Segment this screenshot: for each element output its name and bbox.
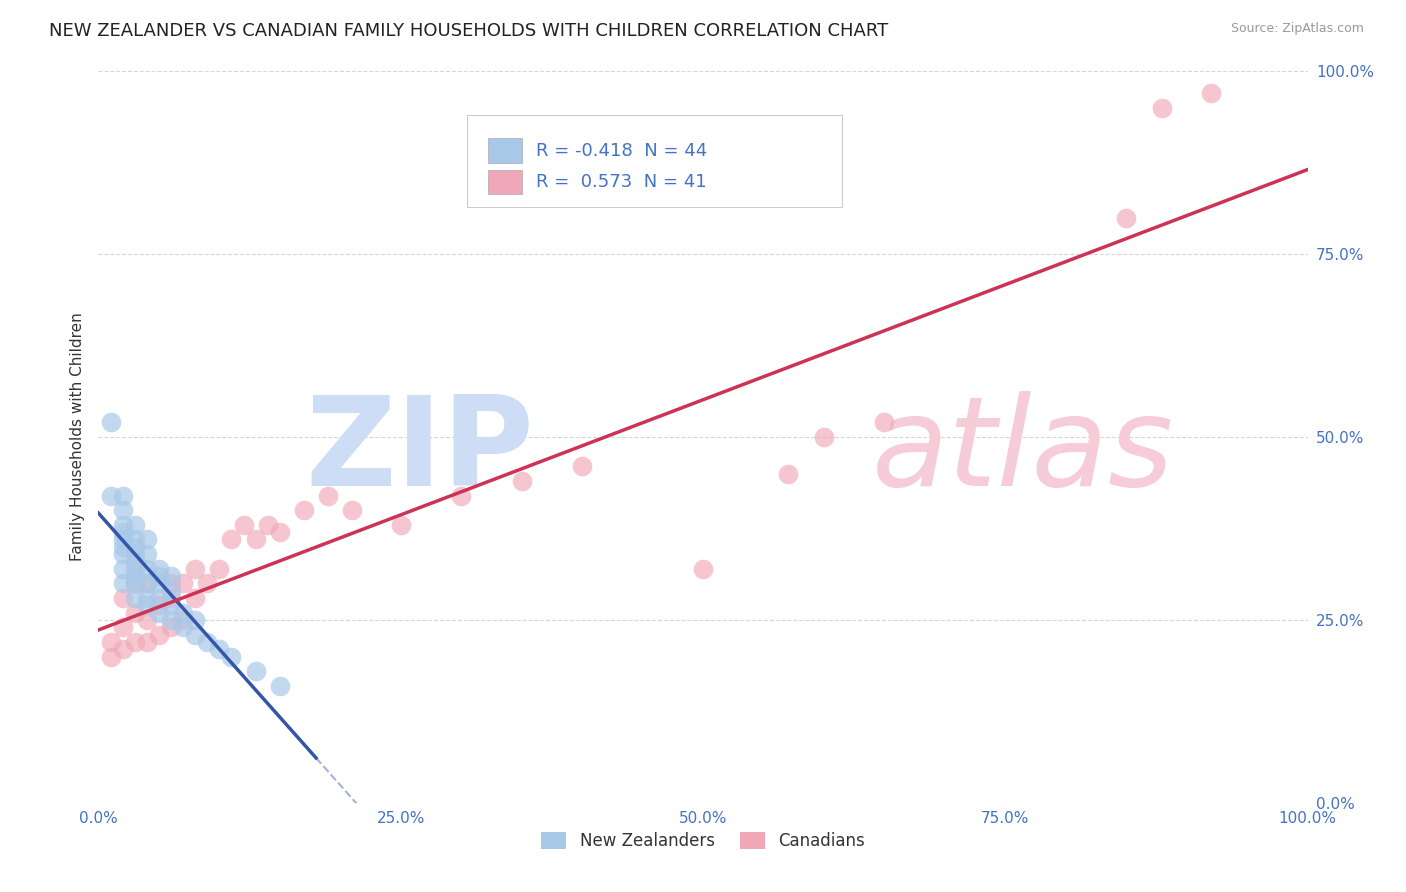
Point: [269, 679, 291, 693]
Point: [135, 599, 157, 613]
Point: [148, 591, 170, 605]
Point: [342, 503, 364, 517]
Point: [232, 517, 254, 532]
Point: [124, 554, 146, 568]
Point: [148, 562, 170, 576]
Point: [172, 606, 194, 620]
Text: R = -0.418  N = 44: R = -0.418 N = 44: [536, 142, 707, 160]
Point: [148, 569, 170, 583]
Point: [135, 547, 157, 561]
Point: [111, 576, 134, 591]
Point: [135, 562, 157, 576]
Point: [111, 540, 134, 554]
Point: [245, 664, 267, 678]
Point: [172, 620, 194, 634]
Point: [135, 533, 157, 547]
Point: [160, 613, 183, 627]
Point: [269, 525, 291, 540]
Point: [124, 540, 146, 554]
Point: [208, 642, 231, 657]
Text: NEW ZEALANDER VS CANADIAN FAMILY HOUSEHOLDS WITH CHILDREN CORRELATION CHART: NEW ZEALANDER VS CANADIAN FAMILY HOUSEHO…: [49, 22, 889, 40]
Point: [160, 583, 183, 598]
Point: [184, 613, 207, 627]
Point: [100, 416, 122, 430]
Point: [111, 562, 134, 576]
Point: [148, 606, 170, 620]
Point: [292, 503, 315, 517]
Point: [184, 591, 207, 605]
Point: [100, 489, 122, 503]
Point: [873, 416, 896, 430]
Point: [510, 474, 533, 488]
Point: [160, 599, 183, 613]
Text: atlas: atlas: [872, 392, 1174, 512]
Point: [184, 627, 207, 641]
Point: [124, 635, 146, 649]
Point: [1115, 211, 1137, 225]
Point: [1152, 101, 1174, 115]
Point: [111, 591, 134, 605]
Point: [221, 533, 243, 547]
Point: [124, 569, 146, 583]
Point: [135, 591, 157, 605]
Point: [195, 576, 218, 591]
Point: [316, 489, 339, 503]
Point: [160, 591, 183, 605]
Point: [111, 533, 134, 547]
Point: [111, 642, 134, 657]
Point: [172, 576, 194, 591]
Point: [776, 467, 799, 481]
Point: [111, 547, 134, 561]
Point: [124, 576, 146, 591]
Point: [111, 517, 134, 532]
Point: [135, 576, 157, 591]
Y-axis label: Family Households with Children: Family Households with Children: [69, 313, 84, 561]
Point: [813, 430, 835, 444]
Bar: [488, 138, 522, 163]
Point: [111, 489, 134, 503]
Point: [111, 503, 134, 517]
Point: [184, 562, 207, 576]
Point: [160, 569, 183, 583]
Point: [124, 606, 146, 620]
Text: R =  0.573  N = 41: R = 0.573 N = 41: [536, 173, 707, 191]
Point: [124, 562, 146, 576]
Point: [124, 591, 146, 605]
Point: [389, 517, 412, 532]
Point: [148, 627, 170, 641]
Legend: New Zealanders, Canadians: New Zealanders, Canadians: [534, 825, 872, 856]
Point: [160, 620, 183, 634]
Point: [100, 635, 122, 649]
Point: [221, 649, 243, 664]
FancyBboxPatch shape: [467, 115, 842, 207]
Point: [124, 517, 146, 532]
Point: [172, 613, 194, 627]
Point: [571, 459, 593, 474]
Point: [1199, 87, 1222, 101]
Text: Source: ZipAtlas.com: Source: ZipAtlas.com: [1230, 22, 1364, 36]
Point: [256, 517, 278, 532]
Point: [135, 635, 157, 649]
Bar: [488, 169, 522, 194]
Text: ZIP: ZIP: [305, 392, 534, 512]
Point: [111, 620, 134, 634]
Point: [124, 547, 146, 561]
Point: [195, 635, 218, 649]
Point: [124, 533, 146, 547]
Point: [450, 489, 472, 503]
Point: [148, 576, 170, 591]
Point: [111, 525, 134, 540]
Point: [135, 613, 157, 627]
Point: [208, 562, 231, 576]
Point: [135, 576, 157, 591]
Point: [245, 533, 267, 547]
Point: [100, 649, 122, 664]
Point: [148, 599, 170, 613]
Point: [124, 576, 146, 591]
Point: [160, 576, 183, 591]
Point: [692, 562, 714, 576]
